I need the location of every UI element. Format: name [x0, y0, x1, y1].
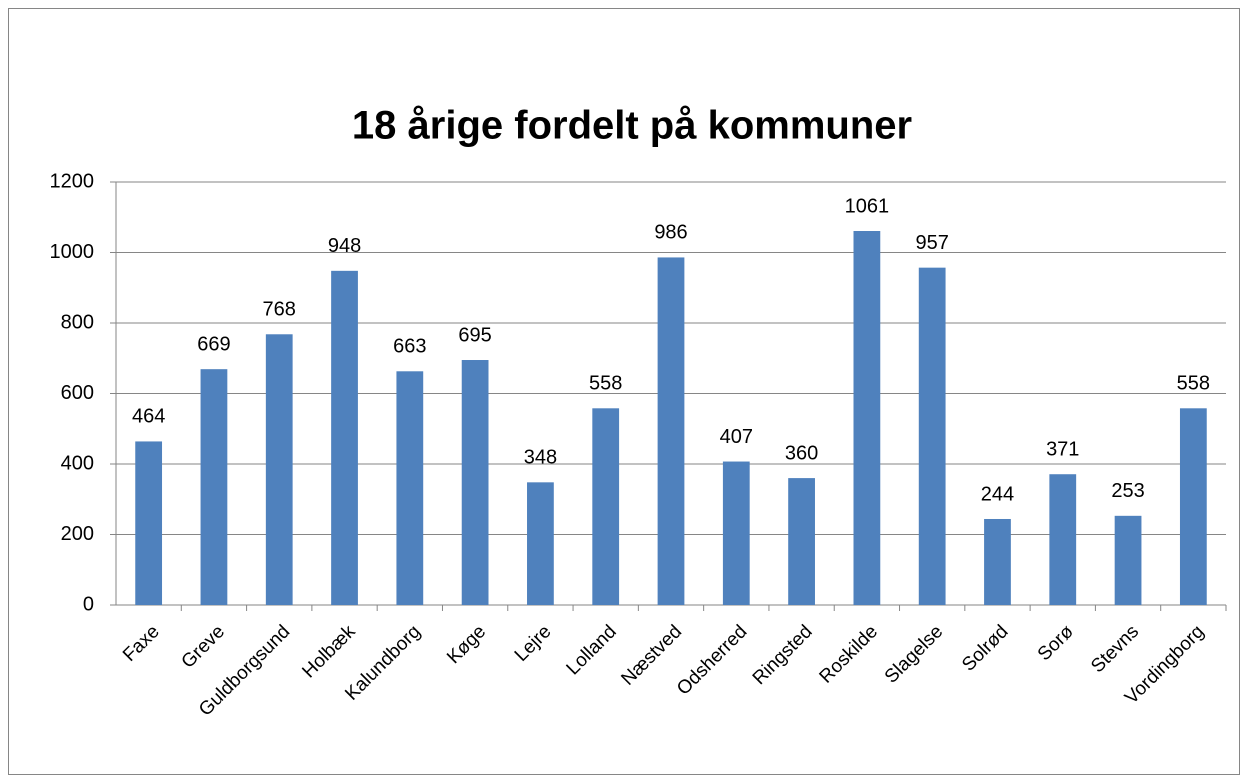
data-label: 407: [720, 426, 753, 448]
y-tick-label: 1200: [50, 170, 95, 192]
bar: [265, 334, 293, 605]
bar: [788, 478, 815, 605]
data-label: 464: [132, 406, 165, 428]
bar: [1049, 474, 1077, 605]
data-label: 948: [328, 235, 361, 257]
data-label: 957: [915, 232, 948, 254]
data-label: 663: [393, 336, 426, 358]
data-label: 558: [589, 373, 622, 395]
bar: [918, 267, 946, 605]
bar: [331, 270, 358, 605]
data-label: 669: [197, 333, 230, 355]
data-label: 360: [785, 442, 818, 464]
bar: [722, 461, 750, 605]
bar: [1179, 408, 1207, 605]
data-label: 244: [981, 483, 1014, 505]
y-tick-label: 600: [61, 382, 94, 404]
data-label: 986: [654, 222, 687, 244]
bar: [853, 230, 881, 605]
data-label: 371: [1046, 439, 1079, 461]
data-label: 558: [1177, 373, 1210, 395]
bar: [200, 369, 228, 605]
y-tick-label: 800: [61, 311, 94, 333]
y-tick-label: 1000: [50, 241, 95, 263]
bar: [1114, 515, 1142, 605]
bar: [461, 360, 489, 605]
y-tick-label: 400: [61, 452, 94, 474]
data-label: 768: [263, 299, 296, 321]
bar: [135, 441, 163, 605]
bar: [984, 518, 1011, 605]
data-label: 695: [458, 324, 491, 346]
data-label: 348: [524, 447, 557, 469]
chart-title: 18 årige fordelt på kommuner: [352, 104, 912, 148]
bar: [657, 257, 685, 605]
bar: [396, 371, 424, 605]
y-tick-label: 200: [61, 523, 94, 545]
data-label: 253: [1111, 480, 1144, 502]
data-label: 1061: [845, 195, 890, 217]
bar: [527, 482, 554, 605]
bar: [592, 408, 620, 605]
y-tick-label: 0: [83, 593, 94, 615]
